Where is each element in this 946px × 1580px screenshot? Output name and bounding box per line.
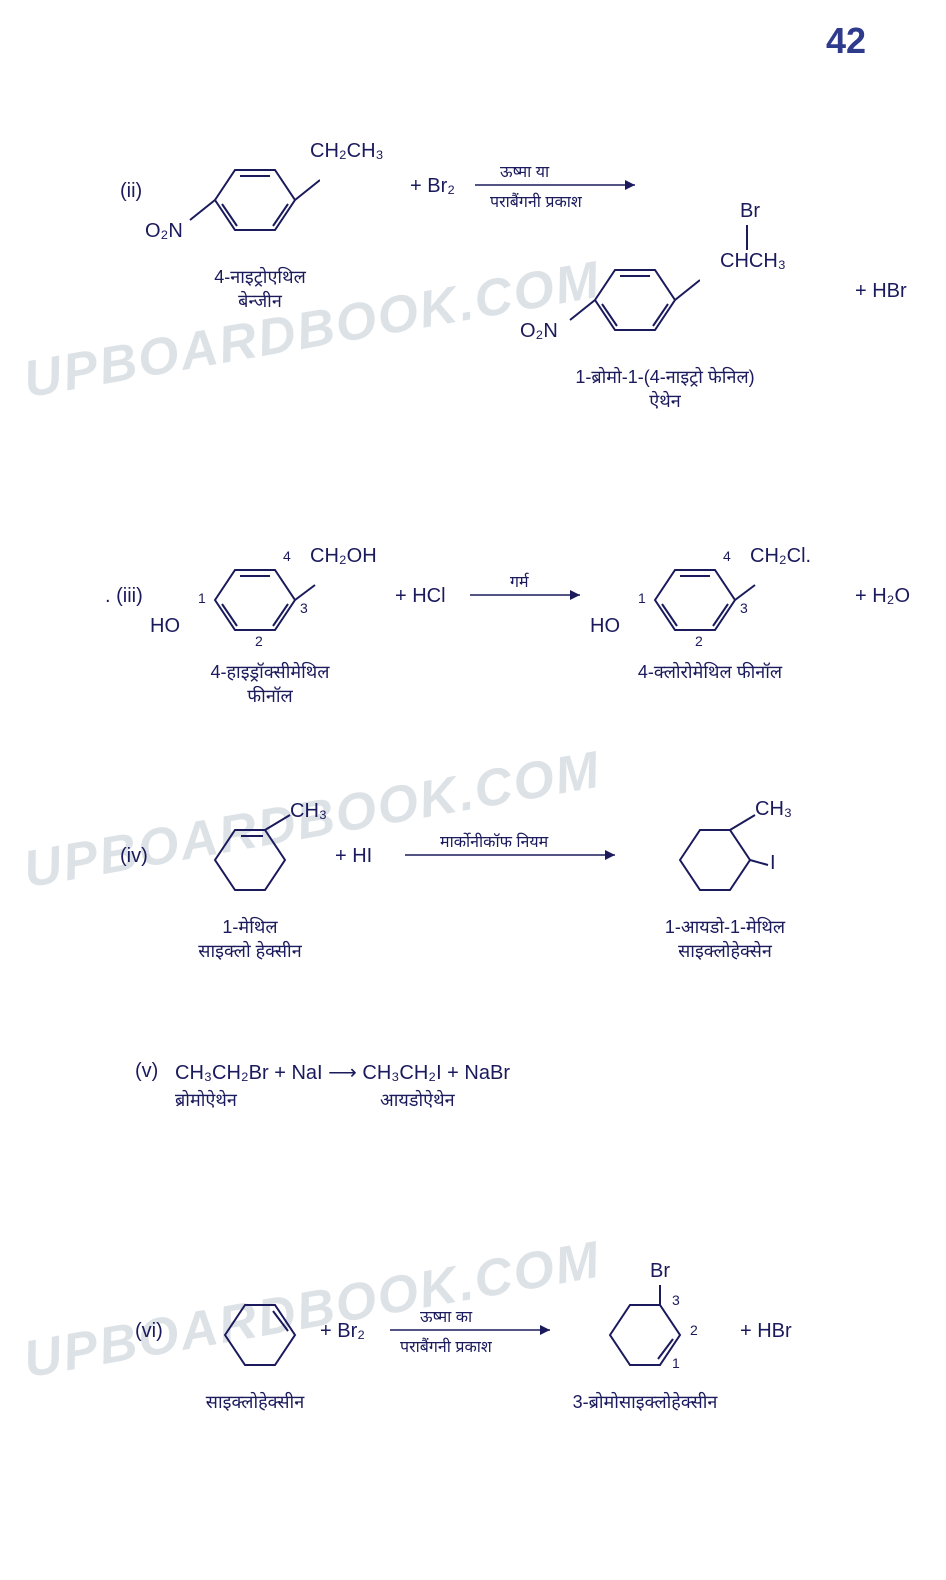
condition-label: ऊष्मा का [420,1305,472,1327]
reagent-label: + HCl [395,585,446,608]
compound-name: 3-ब्रोमोसाइक्लोहेक्सीन [530,1390,760,1414]
ring-position: 2 [255,633,263,649]
ring-position: 4 [283,548,291,564]
reaction-number: . (iii) [105,585,143,608]
ring-position: 4 [723,548,731,564]
compound-name: 4-हाइड्रॉक्सीमेथिल फीनॉल [175,660,365,708]
compound-name: साइक्लोहेक्सीन [185,1390,325,1414]
reaction-number: (vi) [135,1320,163,1343]
reaction-number: (iv) [120,845,148,868]
substituent-label: Br [650,1260,670,1283]
benzene-ring-icon [180,150,320,250]
byproduct-label: + H₂O [855,585,910,608]
substituent-label: O₂N [145,220,183,243]
substituent-label: HO [590,615,620,638]
ring-position: 2 [690,1322,698,1338]
compound-name: 4-नाइट्रोएथिल बेन्जीन [180,265,340,313]
substituent-label: CH₃ [290,800,327,823]
condition-label: पराबैंगनी प्रकाश [490,190,582,212]
name-line: 4-नाइट्रोएथिल [180,265,340,289]
name-line: साइक्लो हेक्सीन [165,939,335,963]
name-line: बेन्जीन [180,289,340,313]
reaction-number: (ii) [120,180,142,203]
compound-name: 1-ब्रोमो-1-(4-नाइट्रो फेनिल) ऐथेन [535,365,795,413]
compound-name: 1-मेथिल साइक्लो हेक्सीन [165,915,335,963]
compound-name: आयडोऐथेन [380,1088,455,1112]
name-line: ऐथेन [535,389,795,413]
bond-line-icon [745,225,749,250]
compound-name: 1-आयडो-1-मेथिल साइक्लोहेक्सेन [625,915,825,963]
compound-name: 4-क्लोरोमेथिल फीनॉल [600,660,820,684]
condition-label: पराबैंगनी प्रकाश [400,1335,492,1357]
substituent-label: CH₂Cl. [750,545,811,568]
condition-label: मार्कोनीकॉफ नियम [440,830,548,852]
name-line: 1-मेथिल [165,915,335,939]
ring-position: 1 [672,1355,680,1371]
ring-position: 2 [695,633,703,649]
reagent-label: + HI [335,845,372,868]
cyclohexane-ring-icon [650,810,770,910]
reaction-equation: CH₃CH₂Br + NaI ⟶ CH₃CH₂I + NaBr [175,1060,510,1085]
ring-position: 3 [672,1292,680,1308]
substituent-label: CH₂CH₃ [310,140,384,163]
substituent-label: CH₂OH [310,545,377,568]
ring-position: 1 [198,590,206,606]
ring-position: 1 [638,590,646,606]
ring-position: 3 [740,600,748,616]
ring-position: 3 [300,600,308,616]
name-line: साइक्लोहेक्सेन [625,939,825,963]
name-line: फीनॉल [175,684,365,708]
substituent-label: CHCH₃ [720,250,786,273]
reaction-number: (v) [135,1060,158,1083]
byproduct-label: + HBr [855,280,907,303]
name-line: 1-आयडो-1-मेथिल [625,915,825,939]
substituent-label: Br [740,200,760,223]
cyclohexene-ring-icon [185,810,295,910]
reaction-arrow-icon [470,580,590,610]
substituent-label: O₂N [520,320,558,343]
byproduct-label: + HBr [740,1320,792,1343]
name-line: 1-ब्रोमो-1-(4-नाइट्रो फेनिल) [535,365,795,389]
substituent-label: I [770,852,776,875]
page-number: 42 [826,20,866,62]
watermark: UPBOARDBOOK.COM [19,1230,605,1391]
substituent-label: HO [150,615,180,638]
substituent-label: CH₃ [755,798,792,821]
condition-label: गर्म [510,570,529,592]
compound-name: ब्रोमोऐथेन [175,1088,237,1112]
reagent-label: + Br₂ [410,175,455,198]
cyclohexene-ring-icon [195,1285,305,1385]
condition-label: ऊष्मा या [500,160,549,182]
reagent-label: + Br₂ [320,1320,365,1343]
name-line: 4-हाइड्रॉक्सीमेथिल [175,660,365,684]
benzene-ring-icon [560,250,700,350]
